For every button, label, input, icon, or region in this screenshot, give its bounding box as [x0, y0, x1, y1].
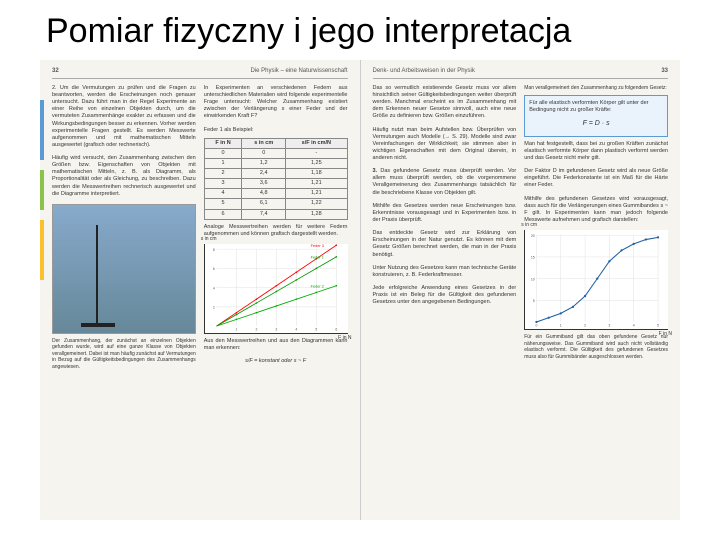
table-title: Feder 1 als Beispiel:	[204, 127, 348, 134]
para-rubber-predict: Mithilfe des gefundenen Gesetzes wird vo…	[524, 196, 668, 225]
para-constant-d: Der Faktor D im gefundenen Gesetz wird a…	[524, 168, 668, 189]
rubber-caption: Für ein Gummiband gilt das oben gefunden…	[524, 334, 668, 360]
svg-text:4: 4	[633, 323, 635, 327]
photo-caption: Der Zusammenhang, der zunächst an einzel…	[52, 338, 196, 371]
th-extension: s in cm	[242, 138, 286, 148]
svg-text:0: 0	[536, 323, 538, 327]
law-text: Für alle elastisch verformten Körper gil…	[529, 100, 663, 114]
table-row: 44,81,21	[204, 189, 347, 199]
svg-text:1: 1	[235, 327, 237, 331]
page-header-left: 32 Die Physik – eine Naturwissenschaft	[52, 68, 348, 79]
svg-text:20: 20	[531, 234, 535, 238]
para-method-1: 2. Um die Vermutungen zu prüfen und die …	[52, 85, 196, 149]
y-axis-label: s in cm	[521, 222, 537, 229]
page-header-right: Denk- und Arbeitsweisen in der Physik 33	[373, 68, 669, 79]
svg-text:Feder 2: Feder 2	[310, 284, 323, 288]
para-law-check: Das so vermutlich existierende Gesetz mu…	[373, 85, 517, 121]
after-table-text: Analoge Messwertreihen werden für weiter…	[204, 224, 348, 238]
para-models: Häufig nutzt man beim Aufstellen bzw. Üb…	[373, 127, 517, 163]
table-row: 33,61,21	[204, 179, 347, 189]
box-intro: Man verallgemeinert den Zusammenhang zu …	[524, 85, 668, 92]
law-box: Für alle elastisch verformten Körper gil…	[524, 95, 668, 136]
svg-text:5: 5	[657, 323, 659, 327]
chapter-title: Die Physik – eine Naturwissenschaft	[250, 68, 347, 76]
chart-caption: Aus den Messwertreihen und aus den Diagr…	[204, 338, 348, 352]
svg-text:6: 6	[213, 267, 215, 271]
chapter-title: Denk- und Arbeitsweisen in der Physik	[373, 68, 475, 76]
table-row: 00-	[204, 148, 347, 158]
svg-text:15: 15	[531, 256, 535, 260]
svg-text:6: 6	[335, 327, 337, 331]
th-ratio: s/F in cm/N	[286, 138, 347, 148]
y-axis-label: s in cm	[201, 236, 217, 243]
side-tab-blue	[40, 100, 44, 160]
textbook-spread: 32 Die Physik – eine Naturwissenschaft 2…	[40, 60, 680, 520]
hooke-formula: F = D · s	[529, 119, 663, 128]
x-axis-label: F in N	[338, 335, 351, 342]
proportional-formula: s/F = konstant oder s ~ F	[204, 358, 348, 365]
svg-text:8: 8	[213, 248, 215, 252]
experiment-intro: In Experimenten an verschiedenen Federn …	[204, 85, 348, 121]
para-validity: Jede erfolgreiche Anwendung eines Gesetz…	[373, 285, 517, 306]
table-row: 11,21,25	[204, 158, 347, 168]
svg-text:2: 2	[255, 327, 257, 331]
spring-chart: s in cm F in N 2468123456Feder 3Feder 1F…	[204, 244, 348, 334]
rubber-band-chart: s in cm F in N 5101520012345	[524, 230, 668, 330]
experiment-photo	[52, 204, 196, 334]
svg-text:Feder 3: Feder 3	[310, 244, 323, 248]
svg-text:1: 1	[560, 323, 562, 327]
right-page: Denk- und Arbeitsweisen in der Physik 33…	[361, 60, 681, 520]
svg-text:5: 5	[533, 299, 535, 303]
para-explain: Das entdeckte Gesetz wird zur Erklärung …	[373, 230, 517, 259]
svg-text:3: 3	[275, 327, 277, 331]
para-predict: Mithilfe des Gesetzes werden neue Ersche…	[373, 203, 517, 224]
table-row: 67,41,28	[204, 209, 347, 219]
side-tab-green	[40, 170, 44, 210]
left-page: 32 Die Physik – eine Naturwissenschaft 2…	[40, 60, 361, 520]
page-number: 33	[661, 68, 668, 76]
svg-text:4: 4	[295, 327, 297, 331]
para-plastic: Man hat festgestellt, dass bei zu großen…	[524, 141, 668, 162]
para-method-2: Häufig wird versucht, den Zusammenhang z…	[52, 155, 196, 198]
page-number: 32	[52, 68, 59, 76]
svg-text:Feder 1: Feder 1	[310, 256, 323, 260]
svg-text:5: 5	[315, 327, 317, 331]
slide-title: Pomiar fizyczny i jego interpretacja	[0, 0, 720, 51]
svg-text:3: 3	[609, 323, 611, 327]
svg-text:2: 2	[584, 323, 586, 327]
para-section3: 3. Das gefundene Gesetz muss überprüft w…	[373, 168, 517, 197]
side-tab-yellow	[40, 220, 44, 280]
th-force: F in N	[204, 138, 242, 148]
para-construct: Unter Nutzung des Gesetzes kann man tech…	[373, 265, 517, 279]
svg-text:10: 10	[531, 277, 535, 281]
svg-text:4: 4	[213, 286, 215, 290]
table-row: 56,11,22	[204, 199, 347, 209]
x-axis-label: F in N	[659, 331, 672, 338]
table-row: 22,41,18	[204, 169, 347, 179]
measurement-table: F in N s in cm s/F in cm/N 00- 11,21,25 …	[204, 138, 348, 220]
svg-text:2: 2	[213, 306, 215, 310]
